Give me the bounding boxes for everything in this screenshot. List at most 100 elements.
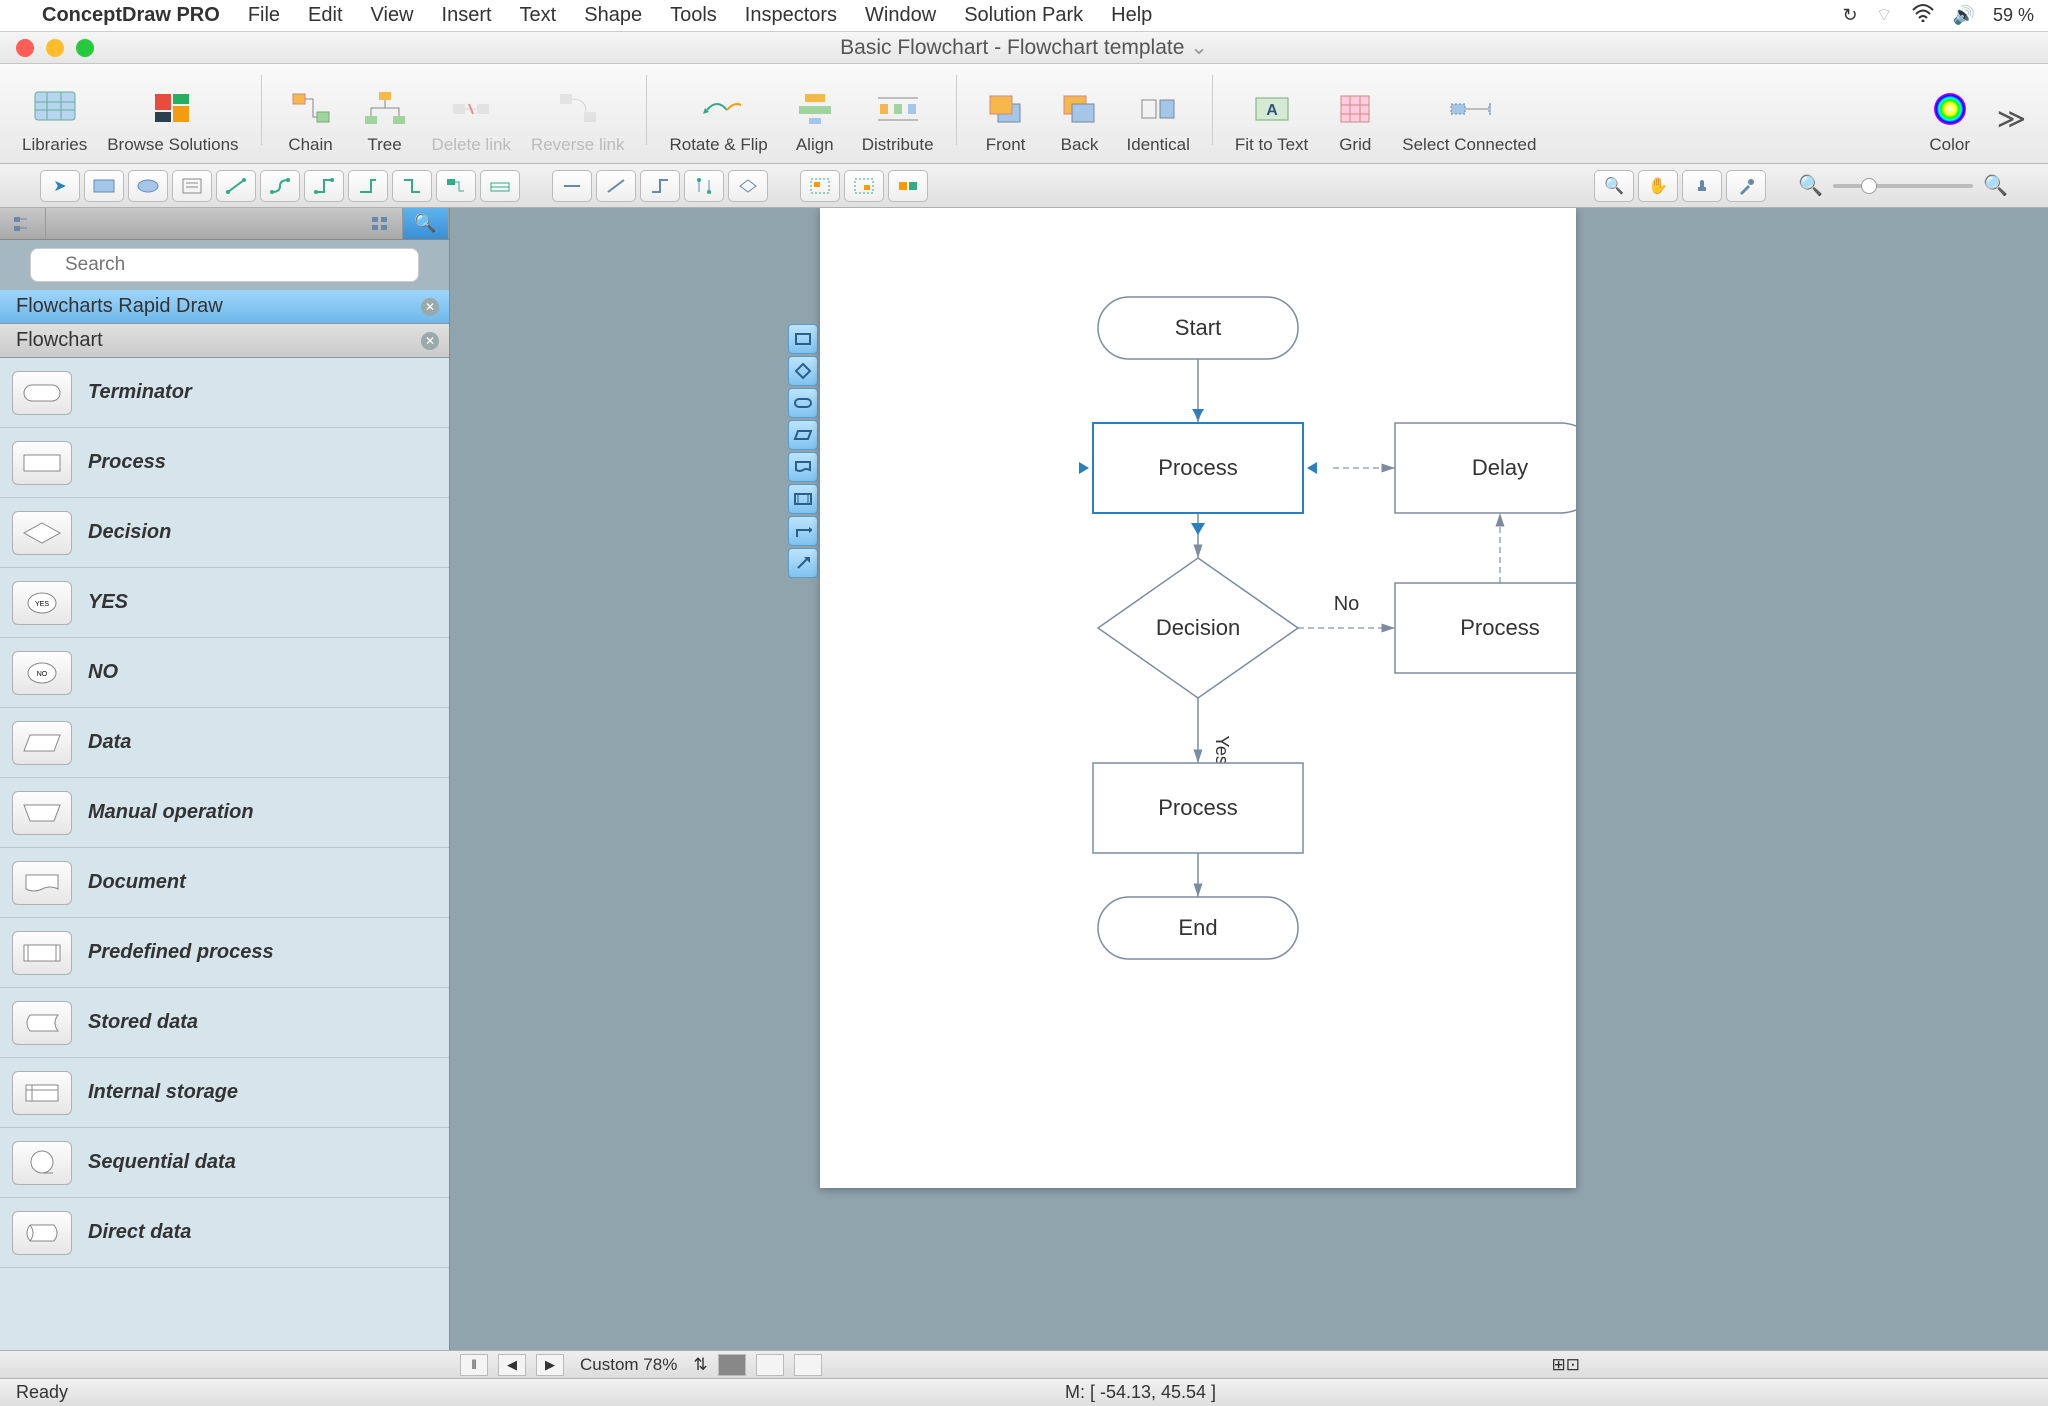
pointer-tool-icon[interactable]: ➤ xyxy=(40,170,80,202)
connector6-icon[interactable] xyxy=(436,170,476,202)
view-mode3-icon[interactable] xyxy=(794,1354,822,1376)
back-button[interactable]: Back xyxy=(1045,87,1115,155)
menu-file[interactable]: File xyxy=(248,4,280,27)
next-icon[interactable]: ▶ xyxy=(536,1354,564,1376)
close-icon[interactable]: ✕ xyxy=(421,298,439,316)
zoom-slider[interactable]: 🔍 🔍 xyxy=(1798,173,2008,198)
fit-text-button[interactable]: A Fit to Text xyxy=(1227,87,1316,155)
connector1-icon[interactable] xyxy=(216,170,256,202)
browse-solutions-button[interactable]: Browse Solutions xyxy=(99,87,246,155)
view-mode1-icon[interactable] xyxy=(718,1354,746,1376)
connector2-icon[interactable] xyxy=(260,170,300,202)
shape-item-yes[interactable]: YESYES xyxy=(0,568,449,638)
rect-tool-icon[interactable] xyxy=(84,170,124,202)
zoom-label[interactable]: Custom 78% xyxy=(574,1355,683,1375)
menu-window[interactable]: Window xyxy=(865,4,936,27)
stamp-tool-icon[interactable] xyxy=(1682,170,1722,202)
menu-shape[interactable]: Shape xyxy=(584,4,642,27)
toolbar-overflow-icon[interactable]: ≫ xyxy=(1989,102,2034,155)
group3-icon[interactable] xyxy=(888,170,928,202)
timemachine-icon[interactable]: ↻ xyxy=(1843,5,1858,26)
document-title[interactable]: Basic Flowchart - Flowchart template xyxy=(840,35,1208,60)
shape-item-terminator[interactable]: Terminator xyxy=(0,358,449,428)
qp-rect-icon[interactable] xyxy=(788,324,818,354)
search-input[interactable] xyxy=(30,248,419,282)
bluetooth-icon[interactable]: ⌔ xyxy=(1876,4,1893,27)
shape-item-stored[interactable]: Stored data xyxy=(0,988,449,1058)
view-mode2-icon[interactable] xyxy=(756,1354,784,1376)
group2-icon[interactable] xyxy=(844,170,884,202)
line4-icon[interactable] xyxy=(684,170,724,202)
color-button[interactable]: Color xyxy=(1915,87,1985,155)
menu-insert[interactable]: Insert xyxy=(442,4,492,27)
text-tool-icon[interactable] xyxy=(172,170,212,202)
qp-connector-icon[interactable] xyxy=(788,516,818,546)
qp-predefined-icon[interactable] xyxy=(788,484,818,514)
pages-icon[interactable]: ⊞⊡ xyxy=(1552,1355,1589,1375)
prev-icon[interactable]: ◀ xyxy=(498,1354,526,1376)
front-button[interactable]: Front xyxy=(971,87,1041,155)
shape-item-no[interactable]: NONO xyxy=(0,638,449,708)
distribute-button[interactable]: Distribute xyxy=(854,87,942,155)
shape-item-decision[interactable]: Decision xyxy=(0,498,449,568)
menu-solution-park[interactable]: Solution Park xyxy=(964,4,1083,27)
grid-button[interactable]: Grid xyxy=(1320,87,1390,155)
canvas[interactable]: ◀ NoYesStartProcessDelayDecisionProcessP… xyxy=(450,208,2048,1350)
close-icon[interactable]: ✕ xyxy=(421,332,439,350)
pause-icon[interactable]: ‖ xyxy=(460,1354,488,1376)
zoom-tool-icon[interactable]: 🔍 xyxy=(1594,170,1634,202)
menu-view[interactable]: View xyxy=(371,4,414,27)
qp-data-icon[interactable] xyxy=(788,420,818,450)
ellipse-tool-icon[interactable] xyxy=(128,170,168,202)
zoom-out-icon[interactable]: 🔍 xyxy=(1798,173,1823,198)
connector7-icon[interactable] xyxy=(480,170,520,202)
tree-button[interactable]: Tree xyxy=(350,87,420,155)
menu-tools[interactable]: Tools xyxy=(670,4,717,27)
menu-edit[interactable]: Edit xyxy=(308,4,342,27)
align-button[interactable]: Align xyxy=(780,87,850,155)
rotate-flip-button[interactable]: Rotate & Flip xyxy=(661,87,775,155)
chain-button[interactable]: Chain xyxy=(276,87,346,155)
menu-help[interactable]: Help xyxy=(1111,4,1152,27)
qp-diamond-icon[interactable] xyxy=(788,356,818,386)
line5-icon[interactable] xyxy=(728,170,768,202)
qp-arrow-icon[interactable] xyxy=(788,548,818,578)
shape-item-internal[interactable]: Internal storage xyxy=(0,1058,449,1128)
document-page[interactable]: NoYesStartProcessDelayDecisionProcessPro… xyxy=(820,208,1576,1188)
shape-item-sequential[interactable]: Sequential data xyxy=(0,1128,449,1198)
shape-item-process[interactable]: Process xyxy=(0,428,449,498)
shape-item-document[interactable]: Document xyxy=(0,848,449,918)
connector3-icon[interactable] xyxy=(304,170,344,202)
qp-terminator-icon[interactable] xyxy=(788,388,818,418)
panel-tab-search-icon[interactable]: 🔍 xyxy=(403,208,449,239)
connector5-icon[interactable] xyxy=(392,170,432,202)
line3-icon[interactable] xyxy=(640,170,680,202)
menu-inspectors[interactable]: Inspectors xyxy=(745,4,837,27)
eyedropper-tool-icon[interactable] xyxy=(1726,170,1766,202)
menu-text[interactable]: Text xyxy=(520,4,557,27)
panel-tab-tree-icon[interactable] xyxy=(0,208,46,239)
app-name[interactable]: ConceptDraw PRO xyxy=(42,4,220,27)
wifi-icon[interactable] xyxy=(1911,4,1935,27)
category-flowchart[interactable]: Flowchart ✕ xyxy=(0,324,449,358)
zoom-stepper-icon[interactable]: ⇅ xyxy=(693,1355,707,1375)
hand-tool-icon[interactable]: ✋ xyxy=(1638,170,1678,202)
volume-icon[interactable]: 🔊 xyxy=(1953,5,1975,26)
line1-icon[interactable] xyxy=(552,170,592,202)
minimize-window-icon[interactable] xyxy=(46,39,64,57)
select-connected-button[interactable]: Select Connected xyxy=(1394,87,1544,155)
shape-item-predefined[interactable]: Predefined process xyxy=(0,918,449,988)
libraries-button[interactable]: Libraries xyxy=(14,87,95,155)
shape-item-direct[interactable]: Direct data xyxy=(0,1198,449,1268)
zoom-in-icon[interactable]: 🔍 xyxy=(1983,173,2008,198)
connector4-icon[interactable] xyxy=(348,170,388,202)
zoom-window-icon[interactable] xyxy=(76,39,94,57)
line2-icon[interactable] xyxy=(596,170,636,202)
panel-tab-grid-icon[interactable] xyxy=(357,208,403,239)
shape-item-data[interactable]: Data xyxy=(0,708,449,778)
category-rapid-draw[interactable]: Flowcharts Rapid Draw ✕ xyxy=(0,290,449,324)
close-window-icon[interactable] xyxy=(16,39,34,57)
qp-document-icon[interactable] xyxy=(788,452,818,482)
shape-item-manual[interactable]: Manual operation xyxy=(0,778,449,848)
group1-icon[interactable] xyxy=(800,170,840,202)
